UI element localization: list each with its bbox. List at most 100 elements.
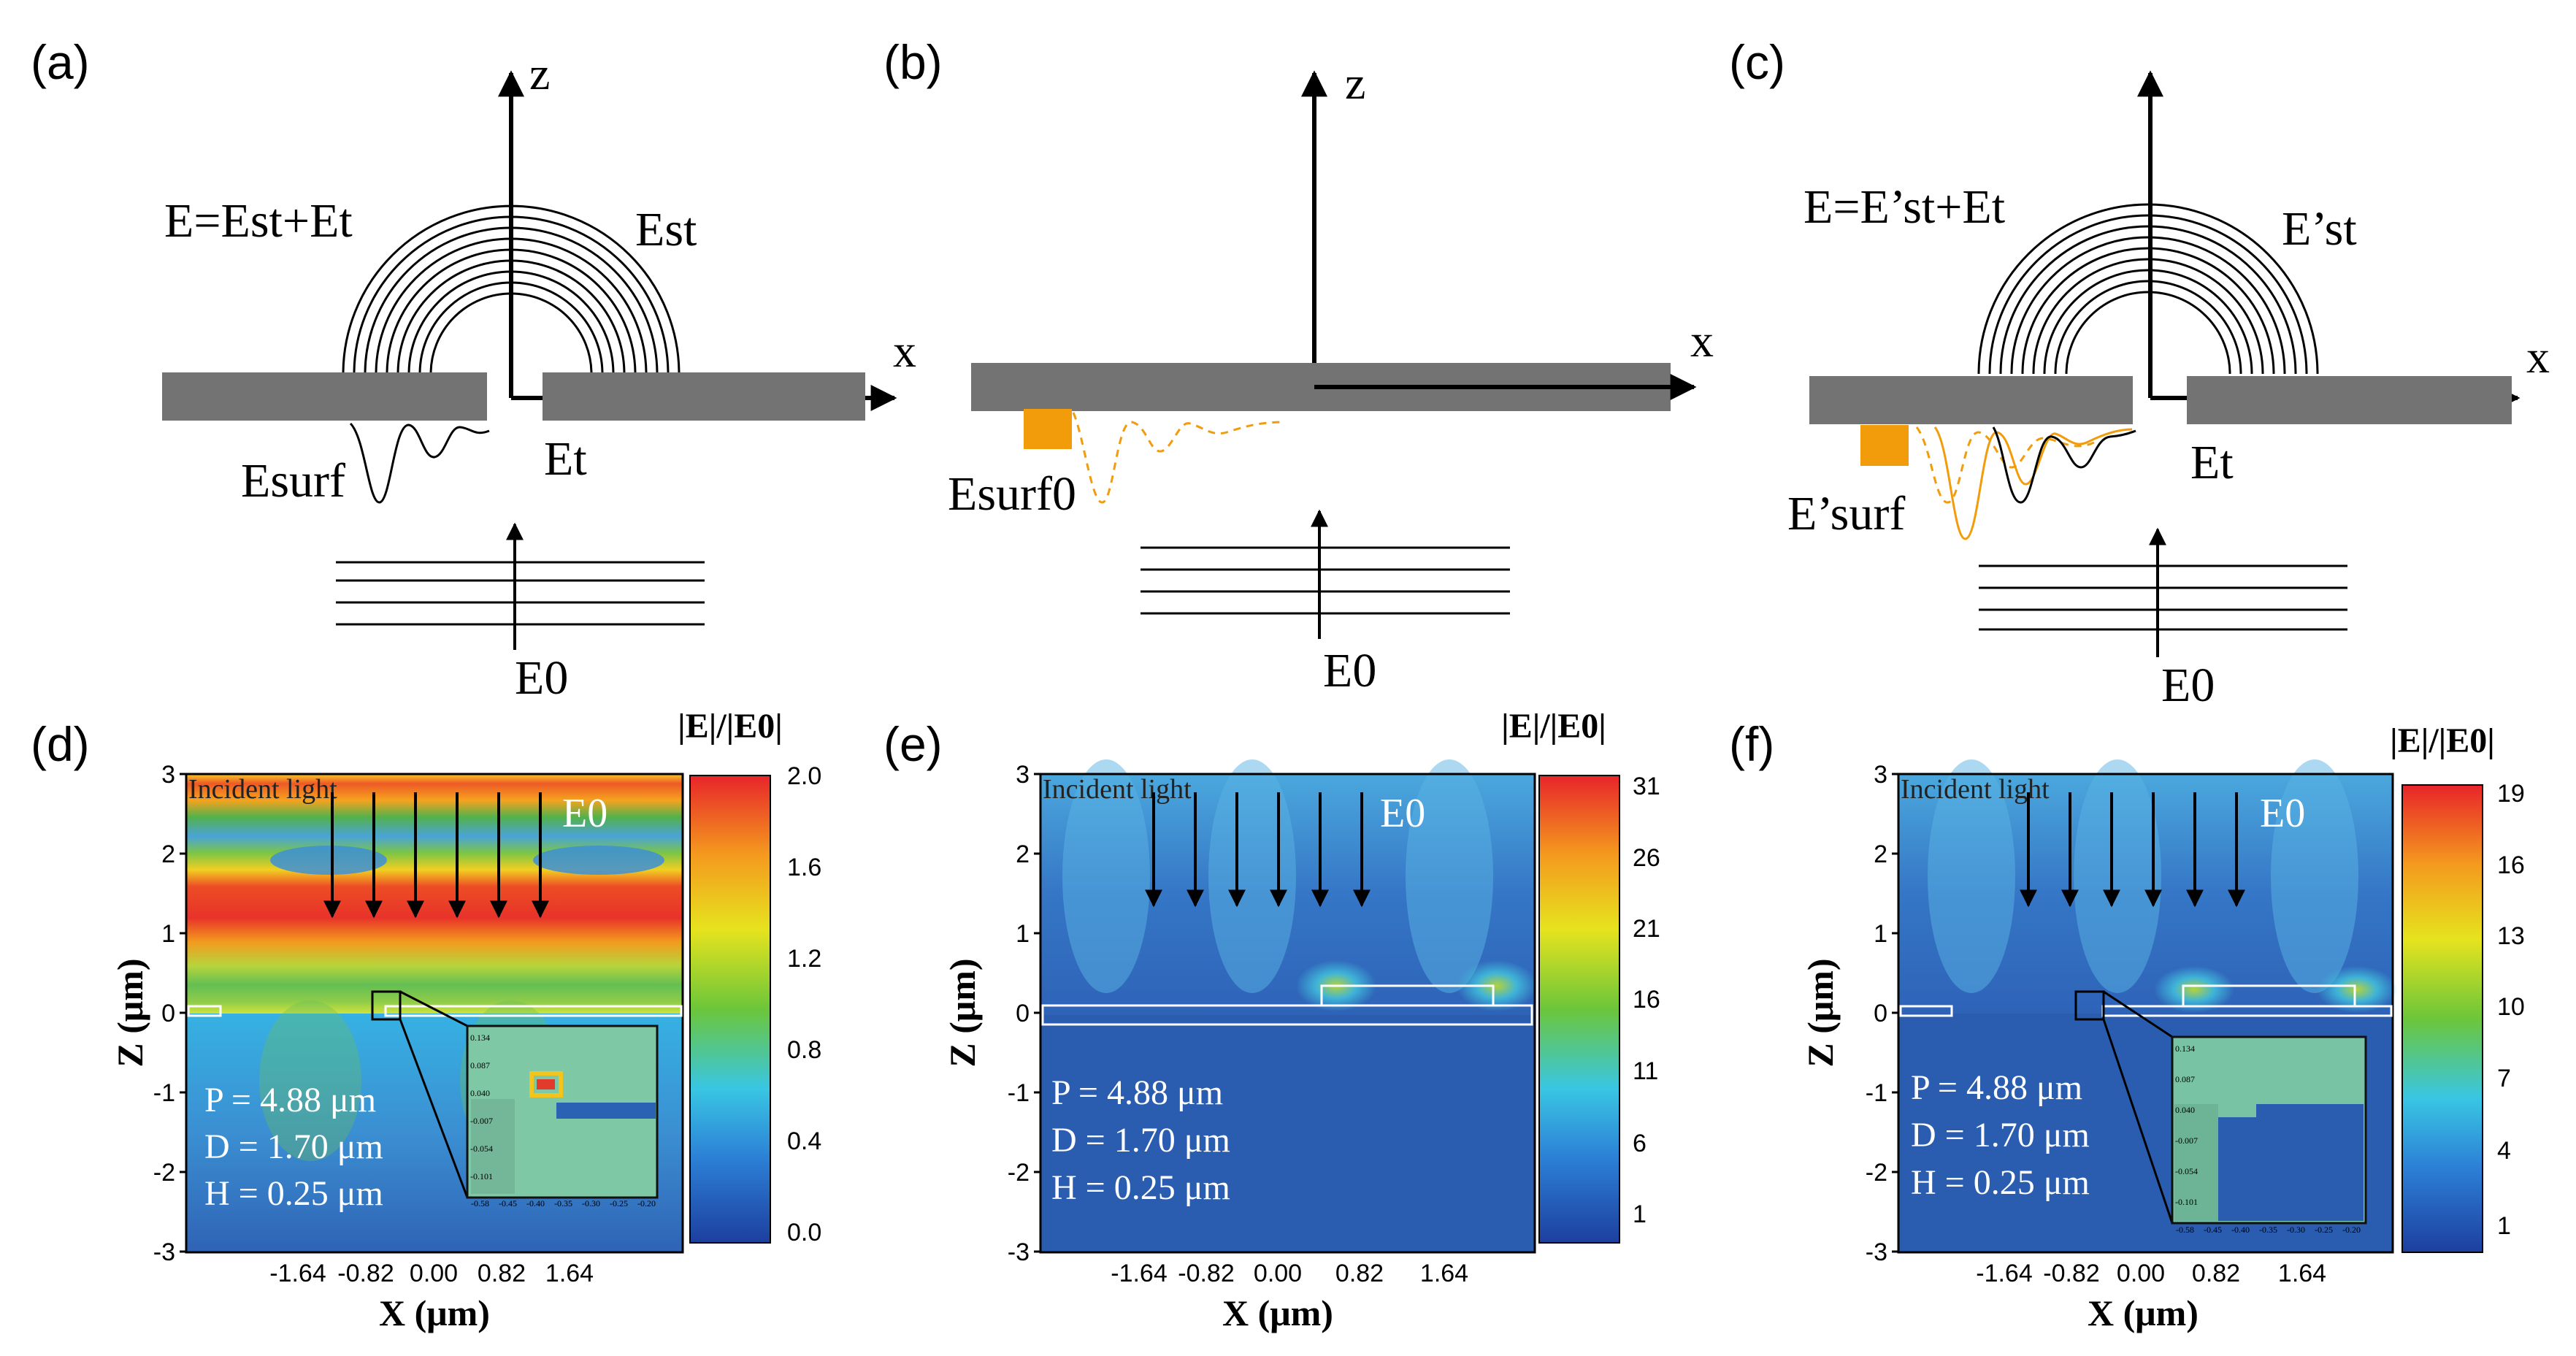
metal-film-right <box>543 372 865 421</box>
svg-text:0.087: 0.087 <box>2175 1074 2195 1084</box>
svg-text:21: 21 <box>1633 915 1660 943</box>
param-diameter: D = 1.70 μm <box>1911 1116 2090 1154</box>
colorbar <box>2401 784 2483 1253</box>
svg-text:1.2: 1.2 <box>787 945 821 973</box>
x-ticks: -1.64 -0.82 0.00 0.82 1.64 <box>1111 1260 1468 1287</box>
svg-text:-3: -3 <box>153 1238 175 1266</box>
y-axis-label: Z (μm) <box>110 958 150 1067</box>
zoom-box <box>371 990 402 1021</box>
surface-wave <box>349 422 490 504</box>
svg-text:-0.82: -0.82 <box>2043 1260 2100 1287</box>
param-period: P = 4.88 μm <box>204 1081 376 1119</box>
svg-text:-3: -3 <box>1866 1238 1887 1266</box>
incident-field-label: E0 <box>515 651 568 705</box>
field-map-air <box>186 774 683 1014</box>
surface-field-label: Esurf <box>241 454 345 507</box>
svg-text:0.040: 0.040 <box>2175 1105 2195 1115</box>
field-lobe <box>2074 759 2161 993</box>
scattered-field-label: Est <box>635 203 697 256</box>
svg-text:-0.35: -0.35 <box>554 1198 572 1208</box>
svg-text:1.6: 1.6 <box>787 854 821 881</box>
svg-text:1: 1 <box>2497 1212 2511 1240</box>
svg-text:-0.82: -0.82 <box>1178 1260 1235 1287</box>
svg-text:19: 19 <box>2497 780 2525 808</box>
inset-region <box>471 1099 515 1194</box>
incident-arrows <box>1145 792 1371 908</box>
svg-text:-0.20: -0.20 <box>637 1198 656 1208</box>
svg-text:3: 3 <box>1874 761 1887 789</box>
svg-text:0: 0 <box>161 1000 175 1027</box>
panel-e: (e) Incident light E0 P = 4.88 μm D = 1.… <box>883 707 1660 1333</box>
inset-substrate <box>2256 1104 2364 1221</box>
y-ticks: 3 2 1 0 -1 -2 -3 <box>153 761 175 1266</box>
film-outline-left <box>1899 1005 1953 1017</box>
incident-field-label: E0 <box>2161 659 2215 712</box>
svg-text:2.0: 2.0 <box>787 762 821 790</box>
scattered-field-label: E’st <box>2282 202 2357 256</box>
svg-text:-2: -2 <box>153 1159 175 1187</box>
svg-text:1.64: 1.64 <box>1420 1260 1468 1287</box>
zoom-line <box>2102 1019 2174 1224</box>
panel-label: (b) <box>883 35 943 89</box>
svg-text:-0.054: -0.054 <box>470 1144 493 1154</box>
colorbar <box>1538 775 1620 1244</box>
svg-text:-0.007: -0.007 <box>470 1116 493 1126</box>
x-axis-label: x <box>2526 331 2550 383</box>
svg-text:-0.35: -0.35 <box>2259 1225 2277 1235</box>
field-lobe <box>259 1000 361 1161</box>
surface-wave <box>1072 412 1286 504</box>
svg-text:-0.58: -0.58 <box>2176 1225 2194 1235</box>
zoom-line <box>399 990 468 1027</box>
z-axis-label: z <box>529 47 550 99</box>
svg-text:0.0: 0.0 <box>787 1219 821 1246</box>
svg-text:0.134: 0.134 <box>2175 1043 2195 1054</box>
colorbar-title: |E|/|E0| <box>1501 707 1606 746</box>
colorbar-title: |E|/|E0| <box>2390 721 2495 760</box>
svg-text:0.82: 0.82 <box>478 1260 526 1287</box>
svg-text:-1.64: -1.64 <box>1111 1260 1168 1287</box>
svg-text:-2: -2 <box>1866 1159 1887 1187</box>
svg-text:1.64: 1.64 <box>2278 1260 2326 1287</box>
svg-text:11: 11 <box>1633 1057 1658 1085</box>
panel-b: (b) z x Esurf0 E0 <box>883 35 1714 697</box>
metal-film-left <box>162 372 487 421</box>
field-lobe <box>1406 759 1493 993</box>
svg-text:-0.25: -0.25 <box>2315 1225 2333 1235</box>
panel-c: (c) x E=E’st+Et E’st E’surf Et <box>1729 35 2550 712</box>
panel-label: (a) <box>31 35 90 89</box>
param-period: P = 4.88 μm <box>1911 1068 2082 1107</box>
total-field-equation: E=E’st+Et <box>1803 180 2005 234</box>
svg-text:2: 2 <box>161 840 175 868</box>
field-lobe <box>1928 759 2015 993</box>
zoom-box <box>2074 990 2105 1021</box>
svg-text:-0.58: -0.58 <box>471 1198 489 1208</box>
colorbar-ticks: 2.0 1.6 1.2 0.8 0.4 0.0 <box>787 762 821 1246</box>
e0-label: E0 <box>1380 791 1425 836</box>
svg-text:-0.40: -0.40 <box>526 1198 545 1208</box>
film-outline <box>1041 1004 1533 1026</box>
svg-text:-2: -2 <box>1008 1159 1030 1187</box>
svg-text:-1: -1 <box>1866 1079 1887 1107</box>
panel-a: (a) z x E=Est+Et Est Esurf Et E <box>31 35 916 705</box>
svg-text:7: 7 <box>2497 1065 2511 1092</box>
y-tick-marks <box>180 773 186 1253</box>
x-ticks: -1.64 -0.82 0.00 0.82 1.64 <box>269 1260 594 1287</box>
e0-label: E0 <box>2260 791 2305 836</box>
metal-film-left <box>1809 376 2133 424</box>
inset-xticks: -0.58 -0.45 -0.40 -0.35 -0.30 -0.25 -0.2… <box>2176 1225 2361 1235</box>
incident-light-label: Incident light <box>1043 774 1192 805</box>
field-node <box>533 846 664 875</box>
zoom-line <box>2103 990 2173 1038</box>
svg-text:-0.101: -0.101 <box>2175 1197 2198 1207</box>
svg-text:0: 0 <box>1016 1000 1030 1027</box>
incident-light-label: Incident light <box>188 774 337 805</box>
source-block <box>1860 425 1909 466</box>
transmitted-field-label: Et <box>2190 436 2234 489</box>
y-ticks: 3 2 1 0 -1 -2 -3 <box>1008 761 1030 1266</box>
svg-text:-0.45: -0.45 <box>2204 1225 2222 1235</box>
field-lobe <box>1062 759 1150 993</box>
y-axis-label: Z (μm) <box>1800 958 1841 1067</box>
inset-film <box>556 1103 656 1119</box>
svg-text:2: 2 <box>1016 840 1030 868</box>
